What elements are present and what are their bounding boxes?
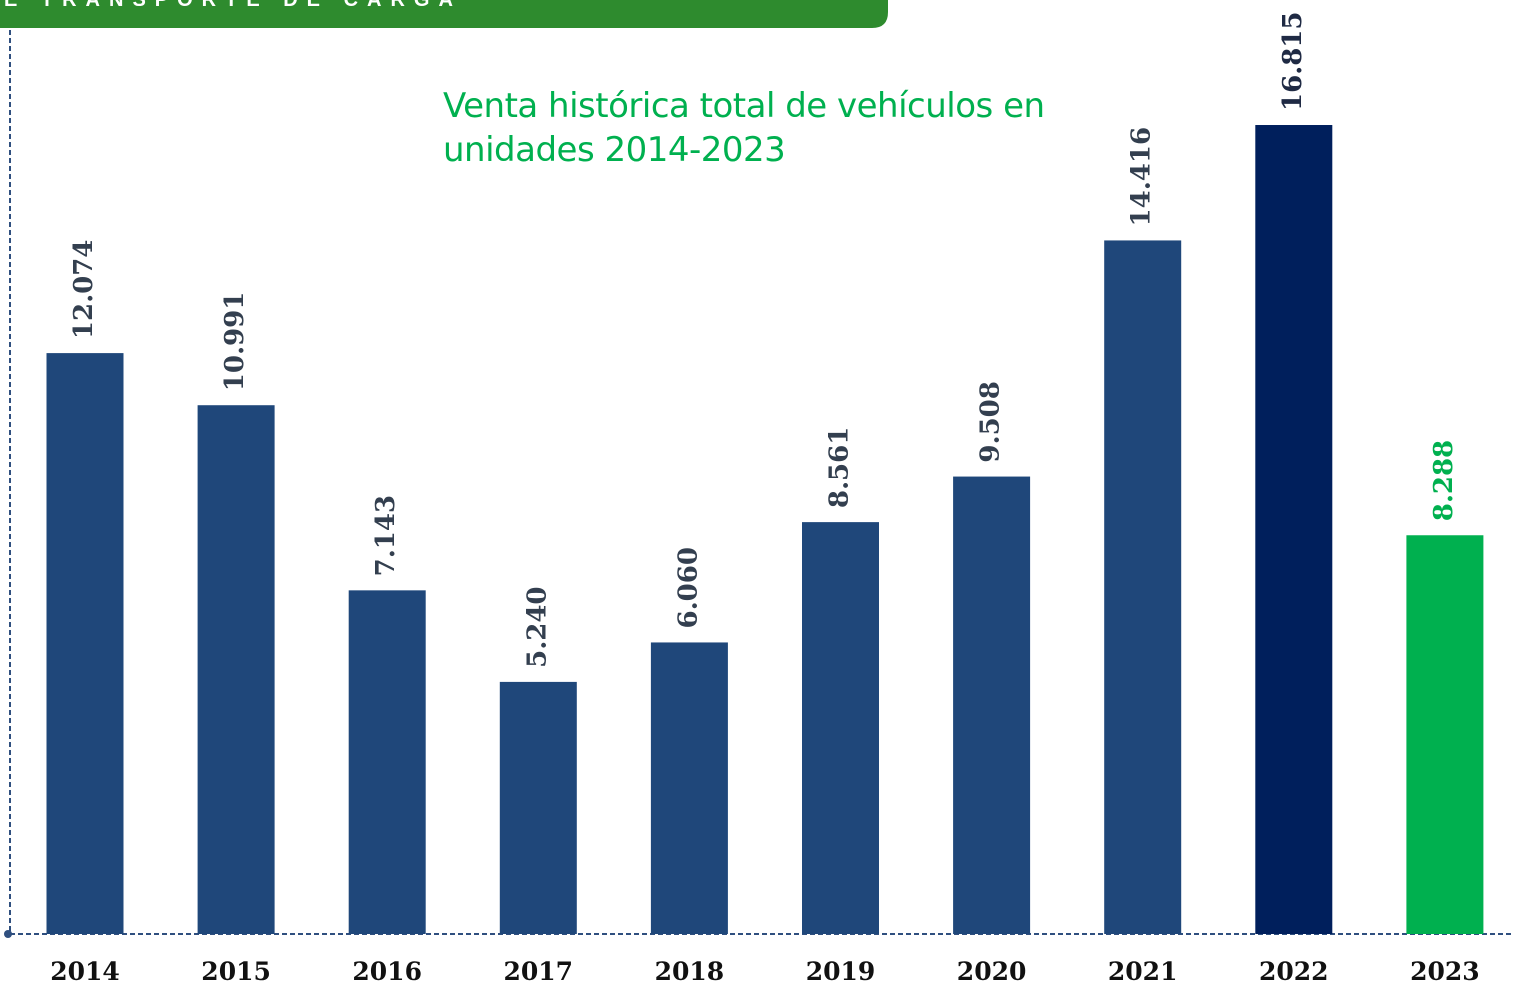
x-tick-label: 2014 bbox=[50, 957, 120, 986]
bar bbox=[650, 642, 728, 934]
value-label: 6.060 bbox=[673, 547, 703, 628]
value-label: 5.240 bbox=[522, 586, 552, 667]
chart-title: Venta histórica total de vehículos en un… bbox=[443, 86, 1045, 170]
x-tick-label: 2015 bbox=[201, 957, 271, 986]
bar bbox=[802, 522, 879, 934]
value-label: 7.143 bbox=[371, 495, 401, 576]
x-tick-label: 2021 bbox=[1108, 957, 1178, 986]
x-tick-label: 2023 bbox=[1410, 957, 1480, 986]
x-tick-label: 2022 bbox=[1259, 957, 1329, 986]
x-tick-label: 2020 bbox=[957, 957, 1027, 986]
bar bbox=[197, 405, 275, 934]
x-tick-label: 2016 bbox=[352, 957, 422, 986]
x-tick-label: 2017 bbox=[504, 957, 574, 986]
value-label: 9.508 bbox=[976, 381, 1006, 462]
header-band bbox=[0, 0, 888, 28]
value-label: 8.561 bbox=[825, 427, 855, 508]
bar bbox=[348, 590, 426, 934]
value-label: 12.074 bbox=[69, 240, 99, 340]
x-tick-label: 2019 bbox=[806, 957, 876, 986]
value-label: 14.416 bbox=[1127, 127, 1157, 227]
bar bbox=[499, 681, 577, 934]
value-label: 8.288 bbox=[1429, 440, 1459, 521]
bar bbox=[1255, 125, 1333, 935]
x-tick-label: 2018 bbox=[655, 957, 725, 986]
value-label: 16.815 bbox=[1278, 11, 1308, 111]
bar bbox=[1104, 240, 1182, 934]
bar bbox=[1406, 535, 1484, 934]
bar bbox=[953, 476, 1031, 934]
bar bbox=[46, 353, 124, 934]
value-label: 10.991 bbox=[220, 292, 250, 392]
header-title: E TRANSPORTE DE CARGA bbox=[4, 0, 462, 11]
axis-origin bbox=[4, 930, 12, 938]
